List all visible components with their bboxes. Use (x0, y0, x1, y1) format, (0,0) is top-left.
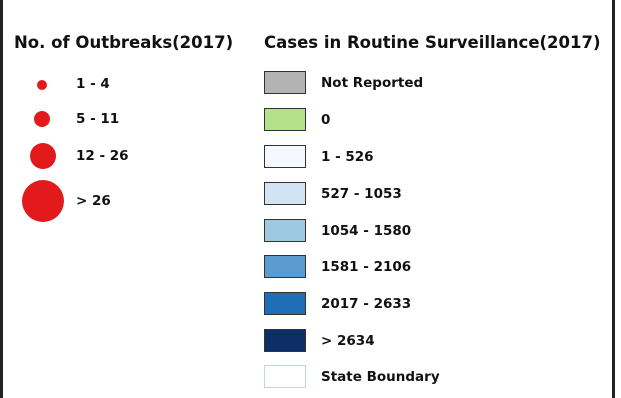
case-class-label: State Boundary (321, 369, 440, 385)
case-class-label: 1581 - 2106 (321, 259, 412, 275)
outbreaks-legend-title: No. of Outbreaks(2017) (14, 33, 234, 52)
swatch-over-2634 (264, 329, 306, 352)
swatch-zero (264, 108, 306, 131)
outbreak-symbol-small (37, 80, 47, 90)
swatch-state-boundary (264, 365, 306, 388)
outbreak-symbol-xlarge (22, 180, 64, 222)
swatch-527-1053 (264, 182, 306, 205)
outbreak-class-label: > 26 (76, 193, 111, 209)
outbreak-symbol-large (30, 143, 56, 169)
swatch-1-526 (264, 145, 306, 168)
cases-legend-title: Cases in Routine Surveillance(2017) (264, 33, 601, 52)
case-class-label: 0 (321, 112, 331, 128)
outbreak-class-label: 5 - 11 (76, 111, 120, 127)
swatch-1054-1580 (264, 219, 306, 242)
case-class-label: Not Reported (321, 75, 424, 91)
case-class-label: 1054 - 1580 (321, 223, 412, 239)
swatch-not-reported (264, 71, 306, 94)
case-class-label: 2017 - 2633 (321, 296, 412, 312)
outbreak-symbol-medium (34, 111, 50, 127)
outbreak-class-label: 12 - 26 (76, 148, 129, 164)
case-class-label: 527 - 1053 (321, 186, 402, 202)
swatch-1581-2106 (264, 255, 306, 278)
swatch-2017-2633 (264, 292, 306, 315)
case-class-label: > 2634 (321, 333, 375, 349)
outbreak-class-label: 1 - 4 (76, 76, 110, 92)
case-class-label: 1 - 526 (321, 149, 374, 165)
